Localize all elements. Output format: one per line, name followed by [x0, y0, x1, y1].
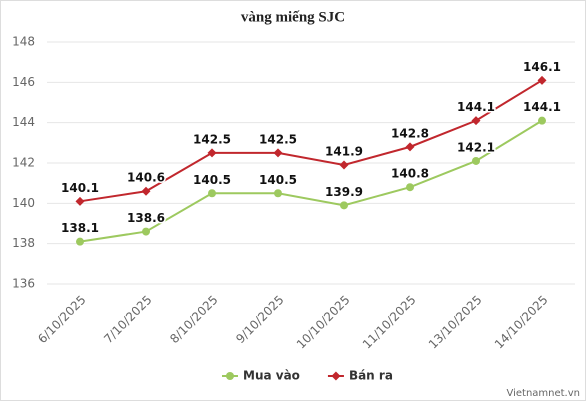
marker	[208, 189, 216, 198]
legend-marker	[331, 371, 341, 381]
data-label: 142.5	[193, 132, 231, 146]
chart-title: vàng miếng SJC	[241, 9, 345, 25]
data-label: 141.9	[325, 145, 363, 159]
marker	[142, 227, 150, 236]
marker	[537, 75, 547, 85]
marker	[405, 142, 415, 152]
data-label: 139.9	[325, 185, 363, 199]
marker	[207, 148, 217, 158]
data-label: 140.6	[127, 171, 165, 185]
y-tick-label: 140	[12, 196, 35, 210]
marker	[406, 183, 414, 192]
legend-label[interactable]: Bán ra	[349, 369, 393, 383]
line	[79, 79, 543, 203]
marker	[76, 237, 84, 246]
marker	[274, 189, 282, 198]
marker	[538, 116, 546, 125]
data-label: 142.8	[391, 126, 429, 140]
data-label: 138.6	[127, 211, 165, 225]
data-label: 144.1	[523, 100, 561, 114]
y-tick-label: 148	[12, 35, 35, 49]
y-tick-label: 138	[12, 236, 35, 250]
data-label: 142.5	[259, 132, 297, 146]
y-tick-label: 146	[12, 75, 35, 89]
legend-label[interactable]: Mua vào	[243, 369, 300, 383]
marker	[141, 186, 151, 196]
data-label: 142.1	[457, 140, 495, 154]
data-label: 140.8	[391, 167, 429, 181]
y-tick-label: 144	[12, 115, 35, 129]
marker	[340, 201, 348, 210]
data-label: 146.1	[523, 60, 561, 74]
data-label: 138.1	[61, 221, 99, 235]
y-tick-label: 142	[12, 156, 35, 170]
marker	[339, 160, 349, 170]
marker	[472, 156, 480, 165]
data-label: 140.5	[259, 173, 297, 187]
marker	[471, 116, 481, 126]
marker	[273, 148, 283, 158]
marker	[75, 196, 85, 206]
legend-marker	[226, 372, 234, 380]
credit: Vietnamnet.vn	[506, 388, 580, 399]
data-label: 140.5	[193, 173, 231, 187]
data-label: 144.1	[457, 100, 495, 114]
line	[79, 119, 543, 243]
y-tick-label: 136	[12, 277, 35, 291]
data-label: 140.1	[61, 181, 99, 195]
